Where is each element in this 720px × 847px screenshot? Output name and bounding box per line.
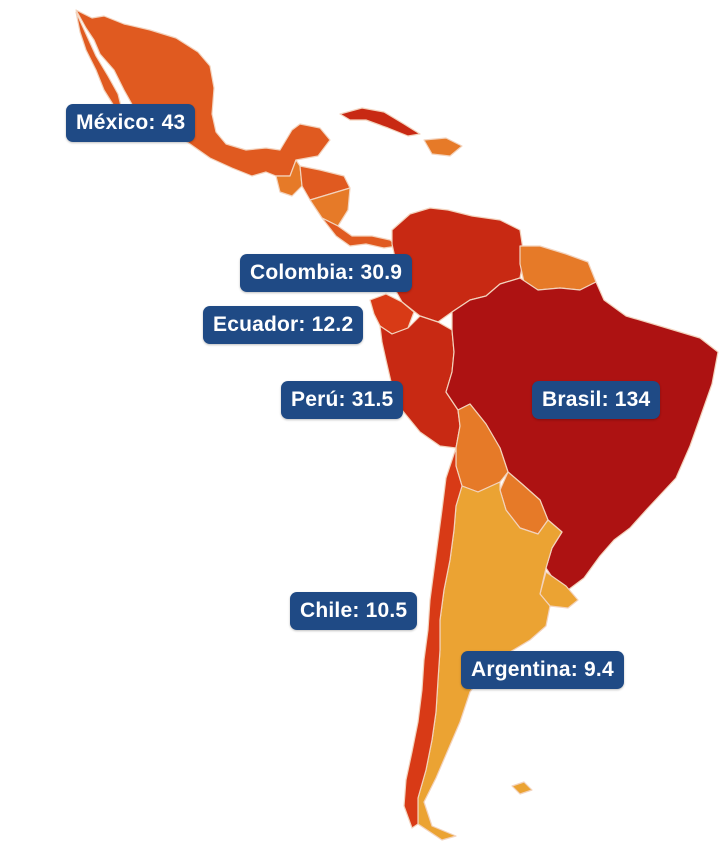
label-peru: Perú: 31.5 [281, 381, 404, 419]
label-mexico: México: 43 [66, 104, 196, 142]
label-colombia: Colombia: 30.9 [240, 254, 413, 292]
label-ecuador: Ecuador: 12.2 [203, 306, 364, 344]
label-argentina: Argentina: 9.4 [461, 651, 624, 689]
label-chile: Chile: 10.5 [290, 592, 418, 630]
country-hispaniola[interactable] [423, 137, 463, 157]
country-falklands[interactable] [511, 781, 533, 795]
country-cuba[interactable] [339, 107, 421, 137]
country-guyanas[interactable] [519, 245, 597, 291]
country-chile[interactable] [403, 447, 463, 829]
label-brasil: Brasil: 134 [532, 381, 661, 419]
